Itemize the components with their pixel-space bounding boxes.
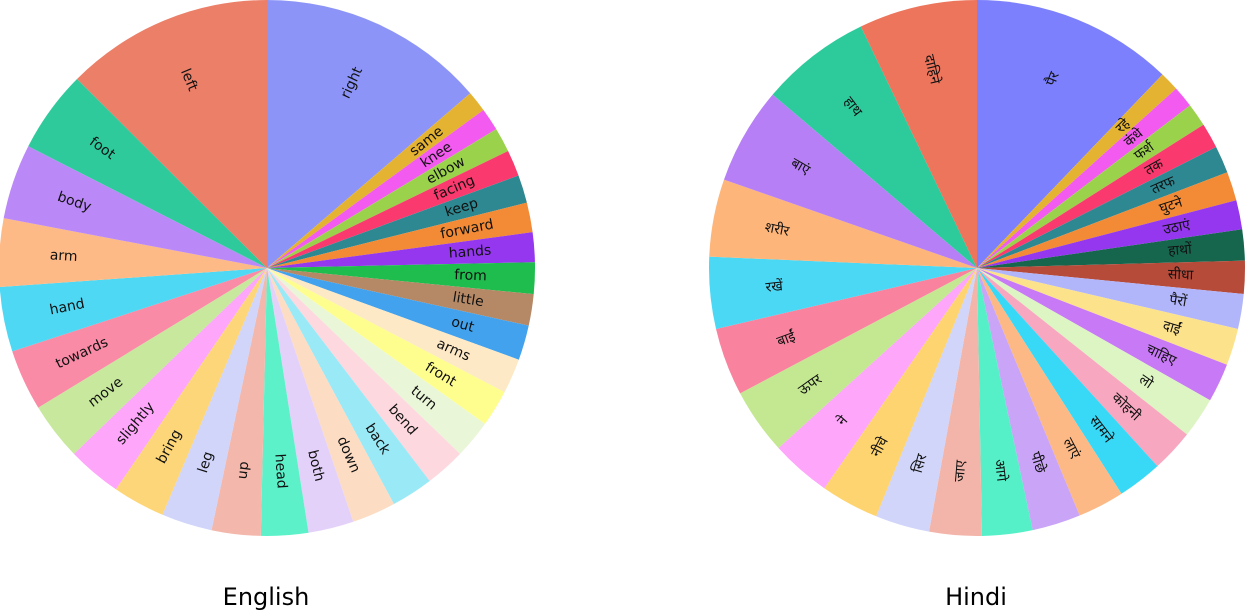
pie-slice <box>977 268 1080 531</box>
pie-slice <box>977 268 1033 536</box>
pie-slice <box>267 109 497 268</box>
pie-slice <box>0 268 267 352</box>
slice-label: पैर <box>1042 69 1063 88</box>
pie-slice <box>267 268 529 360</box>
hindi-pie-chart: पैररहेकंधेफर्शतकतरफघुटनेउठाएंहाथोंसीधापै… <box>709 0 1246 536</box>
pie-slice <box>267 268 430 505</box>
slice-label: from <box>454 267 487 284</box>
slice-label: leg <box>195 450 217 475</box>
pie-slice <box>267 268 519 393</box>
slice-label: जाए <box>952 459 970 482</box>
pie-slice <box>77 0 267 268</box>
english-chart-title: English <box>223 583 310 611</box>
pie-slice <box>977 268 1227 401</box>
pie-slice <box>162 268 267 531</box>
pie-slice <box>772 26 977 269</box>
slice-label: रखें <box>765 277 784 296</box>
pie-slice <box>267 93 484 268</box>
pie-slice <box>977 105 1204 268</box>
pie-slice <box>267 268 354 533</box>
pie-slice <box>977 268 1122 516</box>
slice-label: हाथों <box>1167 240 1192 259</box>
pie-slice <box>267 0 471 268</box>
slice-label: up <box>234 460 252 480</box>
pie-slice <box>38 268 268 454</box>
pie-slice <box>977 268 1244 330</box>
pie-slice <box>267 268 486 454</box>
slice-label: both <box>304 448 327 483</box>
pie-slice <box>267 150 519 268</box>
slice-label: आगे <box>991 458 1011 483</box>
pie-slice <box>3 146 267 268</box>
pie-slice <box>28 78 267 268</box>
pie-slice <box>860 0 977 268</box>
hindi-chart-title: Hindi <box>945 583 1007 611</box>
pie-slice <box>740 268 977 449</box>
slice-label: hands <box>448 243 492 262</box>
pie-slice <box>267 202 533 268</box>
pie-slice <box>977 260 1246 295</box>
pie-slice <box>977 229 1245 268</box>
pie-slice <box>267 129 509 268</box>
slice-label: सिर <box>909 452 931 475</box>
slice-label: बाईं <box>774 327 798 350</box>
slice-label: सीधा <box>1168 266 1194 284</box>
pie-slice <box>267 268 394 522</box>
pie-slice <box>724 94 977 268</box>
pie-slice <box>716 268 977 394</box>
pie-slice <box>977 268 1158 494</box>
pie-slice <box>977 0 1163 268</box>
pie-slice <box>267 268 461 481</box>
slice-label: पैरों <box>1168 291 1188 311</box>
pie-slice <box>267 268 505 424</box>
pie-slice <box>778 268 977 489</box>
pie-slice <box>876 268 977 532</box>
pie-slice <box>977 124 1217 268</box>
pie-slice <box>73 268 267 490</box>
pie-slice <box>115 268 267 515</box>
pie-slice <box>977 268 1187 467</box>
pie-slice <box>260 268 309 537</box>
slice-label: hand <box>48 296 86 318</box>
slice-label: out <box>449 314 476 336</box>
english-pie-chart: rightsamekneeelbowfacingkeepforwardhands… <box>0 0 536 537</box>
pie-slice <box>977 74 1177 268</box>
pie-slice <box>929 268 982 536</box>
pie-slice <box>267 262 536 295</box>
slice-label: उठाएं <box>1162 217 1192 238</box>
slice-label: पीछे <box>1027 450 1050 477</box>
pie-slice <box>267 232 535 268</box>
pie-slice <box>977 88 1190 268</box>
pie-slice <box>977 268 1211 435</box>
pie-slice <box>977 268 1238 365</box>
slice-label: दाईं <box>1161 317 1184 339</box>
slice-label: दाहिने <box>921 53 944 86</box>
pie-slice <box>977 172 1237 268</box>
slice-label: घुटने <box>1157 194 1184 217</box>
pie-slice <box>709 179 977 268</box>
pie-slice <box>709 256 977 330</box>
slice-label: head <box>271 453 289 489</box>
pie-slice <box>267 175 527 268</box>
pie-slice <box>12 268 268 408</box>
slice-label: शरीर <box>763 219 791 240</box>
pie-slice <box>977 200 1243 268</box>
slice-label: arm <box>49 247 78 265</box>
slice-label: little <box>451 290 484 311</box>
pie-slice <box>267 268 534 326</box>
pie-slice <box>977 146 1228 268</box>
pie-slice <box>824 268 977 517</box>
pie-slice <box>0 218 267 288</box>
pie-slice <box>211 268 267 536</box>
